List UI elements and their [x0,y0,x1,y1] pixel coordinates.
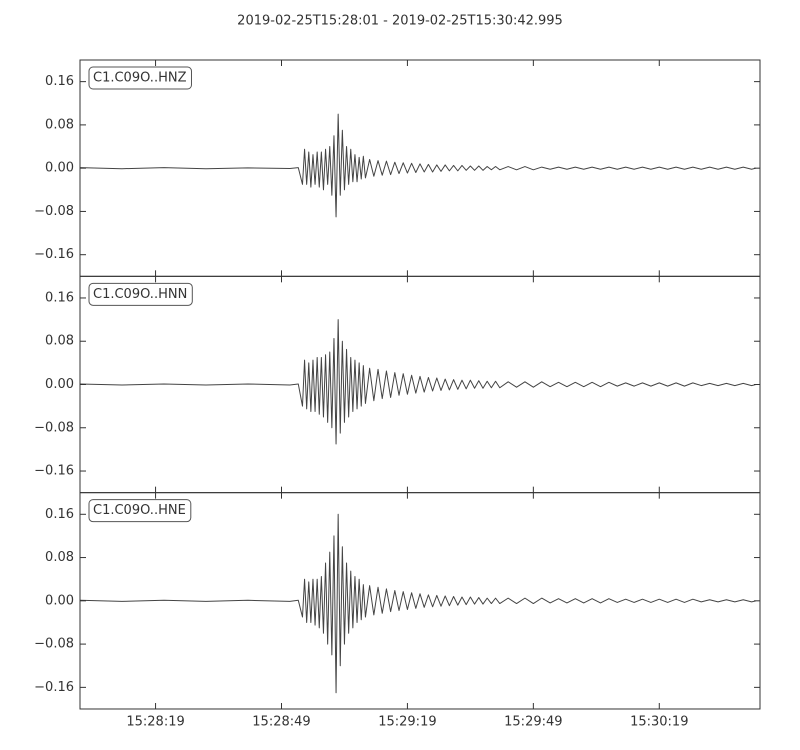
trace-label: C1.C09O..HNN [93,287,187,302]
waveform [79,319,756,445]
trace-label: C1.C09O..HNE [93,503,186,518]
x-tick-label: 15:29:19 [378,714,436,729]
x-tick-label: 15:29:49 [504,714,562,729]
x-tick-label: 15:28:49 [252,714,310,729]
chart-title: 2019-02-25T15:28:01 - 2019-02-25T15:30:4… [237,14,563,29]
y-tick-label: −0.08 [34,637,74,652]
x-tick-label: 15:28:19 [126,714,184,729]
y-tick-label: 0.00 [45,161,74,176]
y-tick-label: −0.16 [34,464,74,479]
y-tick-label: 0.08 [45,117,74,132]
y-tick-label: −0.16 [34,247,74,262]
trace-label: C1.C09O..HNZ [93,71,187,86]
waveform [79,113,756,218]
waveform [79,513,756,694]
y-tick-label: −0.08 [34,204,74,219]
x-tick-label: 15:30:19 [630,714,688,729]
trace-label-box [88,282,193,306]
y-tick-label: 0.08 [45,550,74,565]
y-tick-label: 0.00 [45,377,74,392]
y-tick-label: 0.08 [45,334,74,349]
y-tick-label: 0.16 [45,290,74,305]
y-tick-label: −0.08 [34,420,74,435]
trace-label-box [88,499,192,523]
y-tick-label: 0.00 [45,593,74,608]
y-tick-label: 0.16 [45,507,74,522]
y-tick-label: 0.16 [45,74,74,89]
trace-label-box [88,66,192,90]
y-tick-label: −0.16 [34,680,74,695]
